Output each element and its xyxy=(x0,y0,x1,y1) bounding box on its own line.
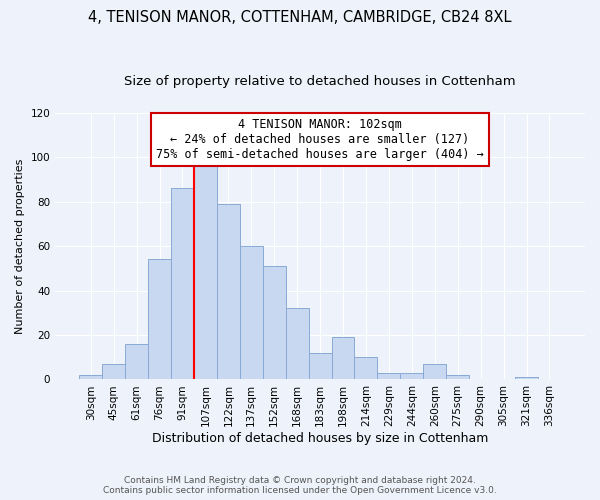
Y-axis label: Number of detached properties: Number of detached properties xyxy=(15,158,25,334)
Text: 4, TENISON MANOR, COTTENHAM, CAMBRIDGE, CB24 8XL: 4, TENISON MANOR, COTTENHAM, CAMBRIDGE, … xyxy=(88,10,512,25)
Bar xyxy=(332,337,355,380)
Bar xyxy=(377,373,400,380)
Bar xyxy=(400,373,423,380)
Bar xyxy=(79,375,102,380)
Bar xyxy=(102,364,125,380)
Bar xyxy=(171,188,194,380)
Bar xyxy=(217,204,240,380)
Bar xyxy=(148,260,171,380)
Bar xyxy=(240,246,263,380)
Title: Size of property relative to detached houses in Cottenham: Size of property relative to detached ho… xyxy=(124,75,516,88)
Bar xyxy=(263,266,286,380)
Bar xyxy=(423,364,446,380)
Bar xyxy=(446,375,469,380)
Text: Contains HM Land Registry data © Crown copyright and database right 2024.
Contai: Contains HM Land Registry data © Crown c… xyxy=(103,476,497,495)
Bar xyxy=(286,308,308,380)
Bar xyxy=(355,357,377,380)
Text: 4 TENISON MANOR: 102sqm
← 24% of detached houses are smaller (127)
75% of semi-d: 4 TENISON MANOR: 102sqm ← 24% of detache… xyxy=(156,118,484,161)
X-axis label: Distribution of detached houses by size in Cottenham: Distribution of detached houses by size … xyxy=(152,432,488,445)
Bar xyxy=(125,344,148,380)
Bar xyxy=(515,377,538,380)
Bar xyxy=(308,353,332,380)
Bar xyxy=(194,164,217,380)
